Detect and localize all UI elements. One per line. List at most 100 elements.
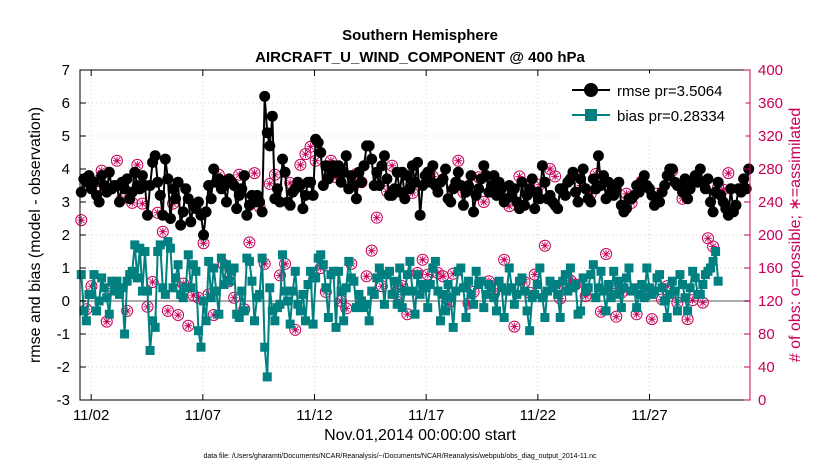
- bias-point: [140, 247, 150, 256]
- rmse-point: [468, 206, 480, 218]
- bias-point: [171, 273, 181, 283]
- obs-assimilated-marker: [423, 270, 432, 279]
- x-tick-label: 11/27: [631, 407, 667, 424]
- bias-point: [293, 299, 303, 309]
- obs-assimilated-marker: [433, 268, 442, 277]
- rmse-point: [299, 189, 311, 201]
- bias-point: [199, 296, 209, 306]
- rmse-point: [633, 186, 645, 198]
- rmse-point: [164, 213, 176, 224]
- obs-assimilated-marker: [87, 282, 96, 291]
- bias-point: [637, 280, 647, 289]
- bias-point: [311, 273, 321, 283]
- bias-point: [89, 270, 99, 280]
- obs-assimilated-marker: [265, 179, 274, 188]
- rmse-series: [75, 90, 755, 241]
- rmse-point: [534, 193, 546, 205]
- obs-assimilated-marker: [250, 169, 259, 178]
- obs-assimilated-marker: [724, 169, 733, 178]
- rmse-point: [170, 193, 182, 205]
- x-tick-label: 11/12: [296, 407, 332, 424]
- bias-point: [143, 286, 153, 296]
- bias-point: [214, 309, 224, 319]
- y-left-tick-label: -1: [57, 326, 70, 343]
- bias-point: [558, 276, 568, 286]
- bias-point: [670, 286, 680, 296]
- rmse-point: [440, 163, 452, 175]
- rmse-point: [261, 127, 273, 139]
- obs-assimilated-marker: [199, 239, 208, 248]
- obs-assimilated-marker: [591, 169, 600, 178]
- bias-point: [397, 303, 407, 313]
- bias-point: [308, 319, 318, 329]
- bias-point: [545, 276, 555, 286]
- bias-point: [476, 276, 486, 286]
- bias-point: [334, 266, 344, 276]
- rmse-point: [654, 196, 666, 208]
- bias-point: [204, 256, 214, 266]
- rmse-point: [577, 163, 589, 175]
- bias-point: [318, 260, 328, 270]
- rmse-point: [350, 193, 362, 205]
- bias-point: [145, 346, 155, 355]
- bias-point: [532, 280, 542, 289]
- rmse-point: [231, 203, 243, 215]
- obs-assimilated-marker: [138, 199, 147, 208]
- obs-assimilated-marker: [388, 161, 397, 170]
- rmse-point: [259, 90, 271, 102]
- rmse-point: [236, 183, 248, 195]
- rmse-point: [613, 176, 625, 188]
- obs-assimilated-marker: [632, 310, 641, 319]
- bias-point: [583, 283, 593, 293]
- obs-assimilated-marker: [566, 276, 575, 285]
- bias-point: [221, 260, 231, 270]
- bias-point: [698, 280, 708, 289]
- rmse-point: [356, 176, 368, 188]
- bias-point: [97, 273, 107, 283]
- rmse-point: [659, 180, 671, 191]
- chart-title: Southern Hemisphere: [342, 27, 498, 44]
- bias-point: [344, 256, 354, 266]
- bias-point: [283, 296, 293, 306]
- rmse-point: [529, 203, 541, 215]
- obs-assimilated-marker: [174, 311, 183, 320]
- bias-point: [591, 293, 601, 303]
- bias-point: [160, 289, 170, 299]
- bias-point: [586, 270, 596, 280]
- bias-point: [328, 266, 338, 276]
- bias-point: [275, 299, 285, 309]
- obs-assimilated-marker: [281, 259, 290, 268]
- obs-assimilated-marker: [245, 238, 254, 247]
- rmse-point: [381, 173, 393, 185]
- bias-point: [351, 303, 361, 313]
- bias-point: [642, 263, 652, 273]
- bias-point: [456, 263, 466, 273]
- bias-point: [621, 273, 631, 283]
- obs-possible-marker: [365, 244, 378, 257]
- bias-point: [364, 316, 374, 326]
- bias-point: [255, 289, 265, 299]
- obs-assimilated-marker: [444, 300, 453, 309]
- obs-possible-marker: [161, 304, 174, 317]
- legend-rmse-label: rmse pr=3.5064: [617, 83, 722, 100]
- bias-point: [354, 289, 364, 299]
- bias-series: [76, 237, 723, 382]
- rmse-point: [682, 193, 694, 205]
- bias-point: [92, 306, 102, 316]
- rmse-point: [208, 163, 220, 175]
- bias-point: [109, 286, 119, 296]
- obs-assimilated-marker: [342, 304, 351, 313]
- rmse-point: [271, 183, 283, 195]
- obs-assimilated-marker: [500, 255, 509, 264]
- bias-point: [507, 283, 517, 293]
- bias-point: [306, 266, 316, 276]
- bias-point: [619, 283, 629, 293]
- bias-point: [660, 296, 670, 306]
- rmse-point: [587, 173, 599, 185]
- obs-assimilated-marker: [525, 288, 534, 297]
- bias-point: [114, 289, 124, 299]
- rmse-point: [730, 199, 742, 211]
- rmse-point: [241, 209, 253, 221]
- obs-assimilated-marker: [153, 208, 162, 217]
- rmse-point: [552, 203, 564, 215]
